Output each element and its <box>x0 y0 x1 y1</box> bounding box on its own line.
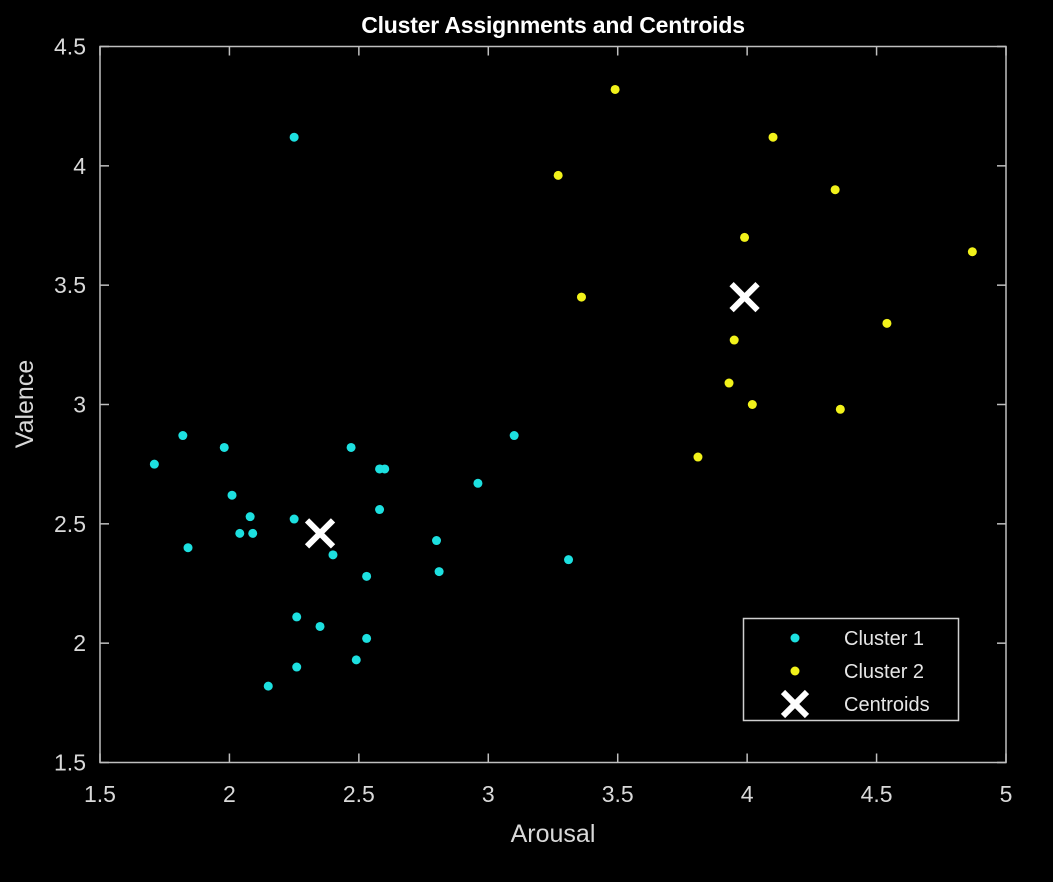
data-point <box>434 567 444 577</box>
y-tick-label: 3 <box>73 392 86 418</box>
data-point <box>292 662 302 672</box>
y-tick-label: 4 <box>73 153 86 179</box>
legend-item-cluster-1: Cluster 1 <box>790 628 924 650</box>
axes: 1.5 2 2.5 3 3.5 4 4.5 5 1.5 2 2.5 3 3.5 4 4.5 <box>54 34 1012 808</box>
x-tick-label: 4.5 <box>861 781 893 807</box>
data-point <box>178 431 188 441</box>
data-point <box>292 612 302 622</box>
legend-item-cluster-2: Cluster 2 <box>790 661 924 683</box>
centroid-marker <box>304 518 336 549</box>
data-point <box>830 185 840 195</box>
centroid-marker <box>729 281 760 313</box>
data-point <box>183 543 193 553</box>
data-point <box>351 655 361 665</box>
y-tick-label: 2.5 <box>54 511 86 537</box>
data-point <box>362 571 372 581</box>
data-point <box>835 404 845 414</box>
centroid-x-marker-icon <box>780 689 810 719</box>
data-point <box>289 514 299 524</box>
x-axis-label: Arousal <box>511 820 596 848</box>
x-tick-label: 3.5 <box>602 781 634 807</box>
x-tick-label: 1.5 <box>84 781 116 807</box>
data-point <box>768 132 778 142</box>
data-point <box>729 335 739 345</box>
cluster-2-marker-icon <box>790 666 800 676</box>
data-point <box>245 512 255 522</box>
x-tick-label: 4 <box>741 781 754 807</box>
x-tick-label: 3 <box>482 781 495 807</box>
data-points <box>149 84 977 691</box>
data-point <box>248 528 258 538</box>
data-point <box>610 84 620 94</box>
y-tick-label: 3.5 <box>54 272 86 298</box>
data-point <box>362 633 372 643</box>
legend-label: Cluster 2 <box>844 661 924 683</box>
x-tick-label: 2 <box>223 781 236 807</box>
data-point <box>375 505 385 515</box>
data-point <box>882 318 892 328</box>
data-point <box>380 464 390 474</box>
y-tick-label: 1.5 <box>54 750 86 776</box>
data-point <box>346 442 356 452</box>
y-tick-label: 4.5 <box>54 34 86 60</box>
data-point <box>219 442 229 452</box>
data-point <box>509 431 519 441</box>
data-point <box>473 478 483 488</box>
data-point <box>724 378 734 388</box>
data-point <box>564 555 574 565</box>
data-point <box>149 459 159 469</box>
series-cluster-2 <box>553 84 977 462</box>
cluster-1-marker-icon <box>790 633 800 643</box>
data-point <box>576 292 586 302</box>
legend-label: Centroids <box>844 694 930 716</box>
legend-label: Cluster 1 <box>844 628 924 650</box>
data-point <box>315 621 325 631</box>
legend-item-centroids: Centroids <box>780 689 930 719</box>
legend-box <box>742 617 960 722</box>
x-tick-label: 2.5 <box>343 781 375 807</box>
chart-title: Cluster Assignments and Centroids <box>361 12 745 38</box>
x-tick-label: 5 <box>1000 781 1013 807</box>
data-point <box>227 490 237 500</box>
y-tick-label: 2 <box>73 630 86 656</box>
data-point <box>553 170 563 180</box>
data-point <box>740 232 750 242</box>
data-point <box>432 536 442 546</box>
data-point <box>263 681 273 691</box>
y-axis-label: Valence <box>11 360 39 449</box>
data-point <box>747 400 757 409</box>
series-cluster-1 <box>149 132 574 691</box>
data-point <box>289 132 299 142</box>
series-centroids <box>304 281 760 549</box>
legend: Cluster 1 Cluster 2 Centroids <box>742 617 960 722</box>
data-point <box>967 247 977 257</box>
data-point <box>235 528 245 538</box>
data-point <box>328 550 338 560</box>
data-point <box>693 452 703 462</box>
